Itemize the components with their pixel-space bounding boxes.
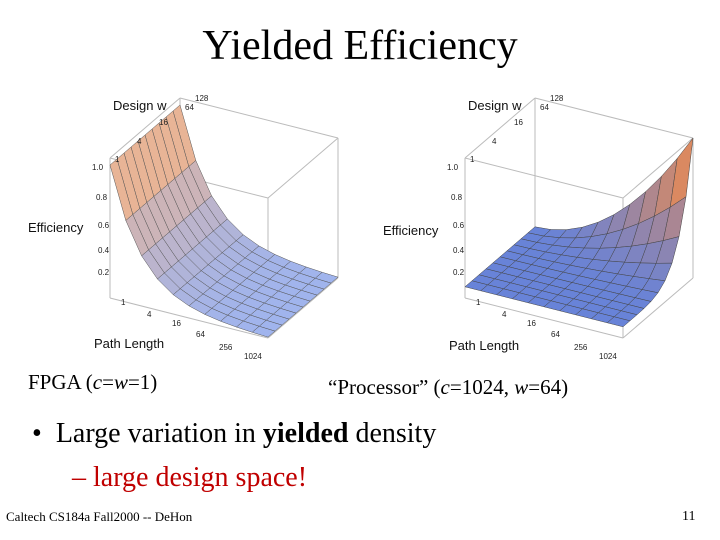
x-tick: 256 (574, 343, 588, 352)
x-tick: 64 (551, 330, 560, 339)
bullet-emphasis: yielded (262, 418, 349, 449)
footer-credit: Caltech CS184a Fall2000 -- DeHon (6, 509, 193, 524)
caption-text: =1) (127, 370, 158, 394)
z-tick: 0.8 (96, 193, 108, 202)
x-axis-label: Path Length (94, 336, 164, 351)
x-tick: 64 (196, 330, 205, 339)
caption-var: w (113, 370, 128, 394)
z-tick: 0.6 (98, 221, 110, 230)
x-tick: 1 (476, 298, 481, 307)
caption-text: =64) (528, 375, 569, 399)
bullet-point: • Large variation in yielded density (32, 418, 436, 450)
x-tick: 16 (172, 319, 181, 328)
fpga-efficiency-plot: Design w Efficiency Path Length 128 64 1… (20, 88, 350, 368)
z-ticks: 1.0 0.8 0.6 0.4 0.2 (447, 163, 465, 277)
w-tick: 4 (137, 137, 142, 146)
caption-text: = (102, 370, 114, 394)
z-ticks: 1.0 0.8 0.6 0.4 0.2 (92, 163, 110, 277)
caption-text: FPGA ( (28, 370, 93, 394)
surface (109, 104, 339, 338)
caption-var: c (92, 370, 103, 394)
caption-text: =1024, (449, 375, 515, 399)
z-tick: 0.4 (453, 246, 465, 255)
w-tick: 1 (470, 155, 475, 164)
bullet-dot-icon: • (32, 418, 42, 449)
caption-var: w (514, 375, 529, 399)
caption-text: “Processor” ( (328, 375, 441, 399)
bullet-text: density (348, 418, 437, 449)
page-number: 11 (682, 509, 696, 524)
sub-bullet: – large design space! (72, 462, 308, 493)
w-ticks: 128 64 16 4 1 (470, 94, 564, 164)
z-axis-label: Efficiency (383, 223, 439, 238)
surface (464, 137, 694, 328)
z-tick: 0.4 (98, 246, 110, 255)
x-tick: 4 (502, 310, 507, 319)
w-tick: 64 (185, 103, 194, 112)
z-tick: 0.2 (98, 268, 110, 277)
fpga-caption: FPGA (c=w=1) (28, 370, 157, 395)
surface-cell (251, 325, 276, 338)
w-ticks: 128 64 16 4 1 (115, 94, 209, 164)
x-ticks: 1 4 16 64 256 1024 (121, 298, 262, 361)
x-tick: 1 (121, 298, 126, 307)
z-tick: 0.8 (451, 193, 463, 202)
w-tick: 64 (540, 103, 549, 112)
z-tick: 0.2 (453, 268, 465, 277)
x-tick: 1024 (244, 352, 262, 361)
plot-canvas: Design w Efficiency Path Length 128 64 1… (383, 94, 694, 361)
x-tick: 16 (527, 319, 536, 328)
w-tick: 16 (159, 118, 168, 127)
w-tick: 128 (550, 94, 564, 103)
caption-var: c (440, 375, 450, 399)
processor-caption: “Processor” (c=1024, w=64) (328, 375, 568, 400)
x-tick: 256 (219, 343, 233, 352)
z-tick: 1.0 (447, 163, 459, 172)
w-tick: 128 (195, 94, 209, 103)
bullet-text: Large variation in (55, 418, 263, 449)
x-tick: 4 (147, 310, 152, 319)
plot-box (464, 97, 694, 339)
w-axis-label: Design w (113, 98, 167, 113)
z-tick: 0.6 (453, 221, 465, 230)
w-axis-label: Design w (468, 98, 522, 113)
w-tick: 1 (115, 155, 120, 164)
z-axis-label: Efficiency (28, 220, 84, 235)
x-axis-label: Path Length (449, 338, 519, 353)
slide-title: Yielded Efficiency (202, 23, 518, 69)
surface-cell (606, 316, 631, 328)
w-tick: 4 (492, 137, 497, 146)
plot-canvas: Design w Efficiency Path Length 128 64 1… (28, 94, 339, 361)
x-ticks: 1 4 16 64 256 1024 (476, 298, 617, 361)
processor-efficiency-plot: Design w Efficiency Path Length 128 64 1… (375, 88, 705, 368)
z-tick: 1.0 (92, 163, 104, 172)
w-tick: 16 (514, 118, 523, 127)
x-tick: 1024 (599, 352, 617, 361)
